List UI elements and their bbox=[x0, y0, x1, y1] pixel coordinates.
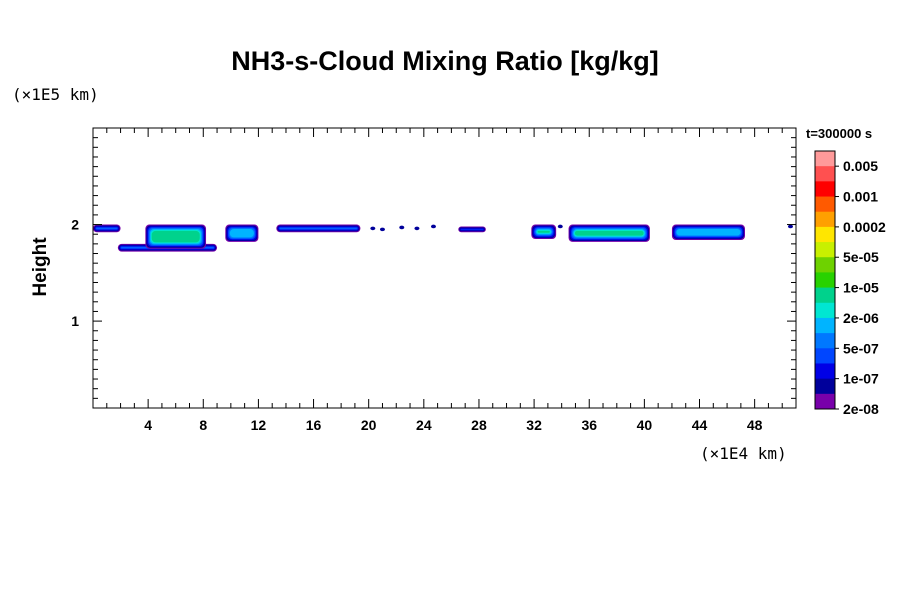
y-axis-unit-label: (×1E5 km) bbox=[12, 85, 99, 104]
colorbar-swatch bbox=[815, 151, 835, 167]
colorbar-swatch bbox=[815, 166, 835, 182]
y-axis: 12 bbox=[71, 137, 796, 399]
cloud-speck bbox=[399, 225, 405, 230]
colorbar-label: 0.005 bbox=[843, 158, 878, 174]
colorbar-swatch bbox=[815, 226, 835, 243]
x-tick-label: 8 bbox=[199, 417, 207, 433]
cloud-patch bbox=[276, 224, 361, 233]
colorbar-swatch bbox=[815, 196, 835, 213]
colorbar-swatch bbox=[815, 272, 835, 289]
colorbar-label: 2e-08 bbox=[843, 401, 879, 417]
chart-title: NH3-s-Cloud Mixing Ratio [kg/kg] bbox=[231, 46, 659, 76]
colorbar-swatch bbox=[815, 348, 835, 364]
colorbar-label: 5e-07 bbox=[843, 340, 879, 356]
colorbar-label: 1e-05 bbox=[843, 280, 879, 296]
colorbar-label: 1e-07 bbox=[843, 371, 879, 387]
x-axis: 4 8 12 16 20 24 28 32 36 40 44 48 bbox=[106, 128, 783, 433]
x-tick-label: 48 bbox=[747, 417, 763, 433]
plot-frame bbox=[92, 127, 797, 409]
cloud-field bbox=[93, 224, 793, 252]
cloud-band bbox=[151, 230, 200, 243]
x-tick-label: 44 bbox=[692, 417, 708, 433]
cloud-patch bbox=[458, 226, 486, 233]
x-tick-label: 36 bbox=[581, 417, 597, 433]
x-tick-label: 12 bbox=[251, 417, 267, 433]
cloud-speck bbox=[787, 224, 793, 229]
colorbar-swatch bbox=[815, 363, 835, 380]
cloud-band bbox=[676, 229, 741, 236]
colorbar-frame bbox=[814, 150, 836, 410]
x-tick-label: 40 bbox=[637, 417, 653, 433]
colorbar-swatch bbox=[815, 333, 835, 349]
colorbar-swatch bbox=[815, 317, 835, 334]
time-label: t=300000 s bbox=[806, 126, 873, 141]
colorbar-label: 5e-05 bbox=[843, 249, 879, 265]
cloud-speck bbox=[414, 226, 420, 231]
colorbar-swatch bbox=[815, 287, 835, 304]
colorbar-swatch bbox=[815, 302, 835, 319]
cloud-speck bbox=[379, 227, 385, 232]
cloud-band bbox=[96, 228, 117, 229]
colorbar-label: 2e-06 bbox=[843, 310, 879, 326]
cloud-speck bbox=[370, 226, 376, 231]
cloud-band bbox=[537, 230, 550, 233]
colorbar-label: 0.001 bbox=[843, 189, 878, 205]
x-axis-unit-label: (×1E4 km) bbox=[700, 444, 787, 463]
cloud-patch bbox=[93, 224, 121, 233]
cloud-patch bbox=[531, 224, 557, 240]
colorbar-swatch bbox=[815, 257, 835, 273]
cloud-speck bbox=[557, 224, 563, 229]
x-tick-label: 24 bbox=[416, 417, 432, 433]
cloud-band bbox=[279, 228, 357, 229]
x-tick-label: 4 bbox=[144, 417, 152, 433]
cloud-patch bbox=[671, 224, 745, 240]
cloud-band bbox=[229, 229, 254, 238]
y-tick-label: 1 bbox=[71, 313, 79, 329]
colorbar-swatch bbox=[815, 242, 835, 258]
x-tick-label: 16 bbox=[306, 417, 322, 433]
colorbar-swatch bbox=[815, 393, 835, 410]
x-tick-label: 28 bbox=[471, 417, 487, 433]
x-tick-label: 32 bbox=[526, 417, 542, 433]
colorbar: 0.005 0.001 0.0002 5e-05 1e-05 2e-06 5e-07 1e-0… bbox=[814, 150, 886, 417]
cloud-speck bbox=[430, 224, 436, 229]
cloud-patch bbox=[145, 224, 207, 249]
colorbar-swatch bbox=[815, 181, 835, 198]
cloud-band bbox=[574, 230, 644, 236]
cloud-patch bbox=[225, 224, 259, 242]
colorbar-swatch bbox=[815, 378, 835, 395]
x-tick-label: 20 bbox=[361, 417, 377, 433]
cloud-patch bbox=[568, 224, 650, 242]
colorbar-swatch bbox=[815, 211, 835, 228]
y-tick-label: 2 bbox=[71, 217, 79, 233]
colorbar-label: 0.0002 bbox=[843, 219, 886, 235]
